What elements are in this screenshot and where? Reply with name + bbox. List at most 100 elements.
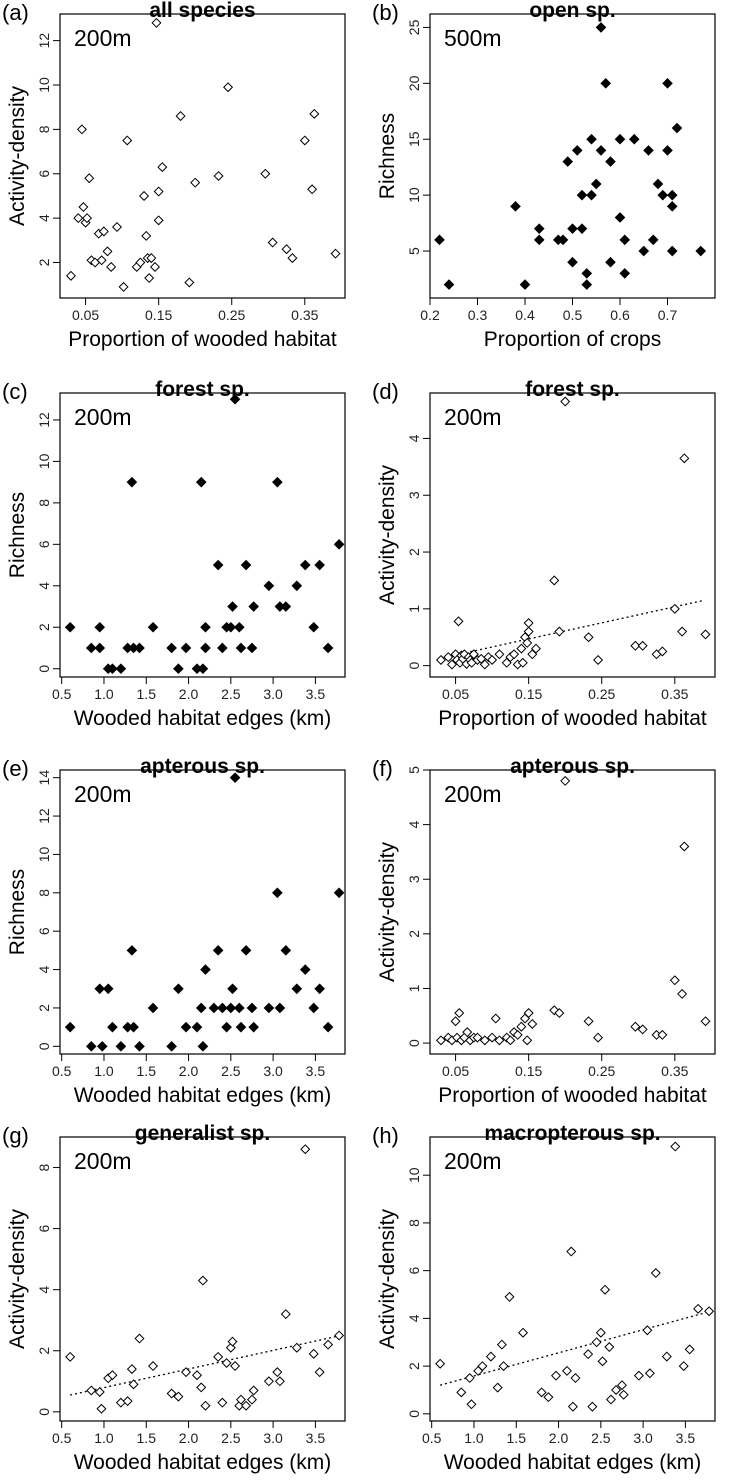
x-tick-label: 0.25 bbox=[588, 686, 615, 702]
panel-letter: (e) bbox=[2, 756, 29, 781]
trend-line bbox=[439, 1310, 711, 1386]
data-point bbox=[479, 659, 490, 670]
data-point bbox=[96, 255, 107, 266]
data-point bbox=[522, 637, 533, 648]
data-point bbox=[523, 1008, 534, 1019]
x-axis-label: Proportion of wooded habitat bbox=[438, 707, 707, 730]
y-axis-label: Richness bbox=[376, 113, 399, 199]
data-point bbox=[571, 145, 583, 156]
data-point bbox=[604, 1342, 615, 1353]
data-point bbox=[561, 1365, 573, 1376]
data-point bbox=[704, 1306, 715, 1317]
panel-letter: (c) bbox=[2, 379, 28, 404]
y-tick-label: 0 bbox=[36, 1408, 52, 1416]
data-point bbox=[560, 775, 571, 786]
data-point bbox=[487, 654, 498, 665]
data-point bbox=[314, 559, 325, 571]
data-point bbox=[586, 189, 597, 201]
y-tick-label: 6 bbox=[36, 170, 52, 178]
y-axis-label: Activity-density bbox=[376, 464, 399, 605]
data-point bbox=[227, 601, 238, 612]
x-tick-label: 2.5 bbox=[591, 1430, 611, 1446]
data-point bbox=[576, 189, 588, 201]
data-point bbox=[597, 1356, 608, 1367]
data-point bbox=[65, 270, 76, 281]
data-point bbox=[212, 945, 224, 956]
data-point bbox=[263, 580, 275, 592]
data-point bbox=[84, 173, 95, 184]
data-point bbox=[462, 1027, 473, 1038]
data-point bbox=[86, 1385, 97, 1396]
data-point bbox=[148, 1361, 159, 1372]
data-point bbox=[509, 649, 520, 660]
data-point bbox=[96, 1403, 107, 1414]
data-point bbox=[122, 1396, 133, 1407]
data-point bbox=[82, 213, 93, 224]
data-point bbox=[200, 642, 211, 654]
panel-title: apterous sp. bbox=[510, 755, 635, 778]
data-point bbox=[235, 1394, 246, 1405]
panel-title: open sp. bbox=[529, 0, 615, 22]
data-point bbox=[637, 640, 648, 651]
data-point bbox=[443, 279, 455, 290]
plot-frame bbox=[429, 769, 716, 1055]
data-point bbox=[505, 1035, 516, 1046]
data-point bbox=[217, 642, 228, 654]
data-point bbox=[225, 621, 237, 633]
data-point bbox=[562, 156, 574, 167]
panel-f: (f) apterous sp. 200m 0.05 0.15 0.25 0.35 0 1 2 3 4… bbox=[372, 755, 716, 1107]
y-tick-label: 3 bbox=[406, 875, 422, 883]
data-point bbox=[180, 642, 192, 654]
y-tick-label: 10 bbox=[406, 1167, 422, 1183]
data-point bbox=[248, 601, 259, 612]
data-point bbox=[614, 133, 626, 145]
x-tick-label: 2.0 bbox=[179, 686, 199, 702]
data-point bbox=[184, 277, 195, 288]
data-point bbox=[308, 621, 320, 633]
x-tick-label: 0.35 bbox=[661, 1063, 688, 1079]
data-point bbox=[230, 1361, 241, 1372]
plot-frame bbox=[59, 13, 346, 299]
data-point bbox=[102, 983, 114, 995]
data-point bbox=[173, 1391, 184, 1402]
x-axis-label: Wooded habitat edges (km) bbox=[444, 1451, 702, 1474]
data-point bbox=[334, 1330, 345, 1341]
data-point bbox=[554, 1008, 565, 1019]
y-tick-label: 12 bbox=[36, 412, 52, 428]
data-point bbox=[557, 234, 569, 246]
data-point bbox=[501, 657, 512, 668]
scale-label: 200m bbox=[444, 781, 502, 807]
data-point bbox=[233, 621, 245, 633]
data-point bbox=[233, 1002, 245, 1014]
data-point bbox=[600, 1284, 611, 1295]
data-point bbox=[128, 1021, 139, 1033]
y-tick-label: 4 bbox=[406, 821, 422, 829]
data-point bbox=[102, 246, 113, 257]
plot-frame bbox=[59, 1136, 346, 1422]
data-point bbox=[221, 1357, 232, 1368]
data-point bbox=[246, 1002, 258, 1014]
data-point bbox=[260, 168, 271, 179]
data-point bbox=[246, 642, 258, 654]
data-point bbox=[496, 1339, 507, 1350]
data-point bbox=[679, 453, 690, 464]
data-point bbox=[530, 643, 541, 654]
data-point bbox=[191, 1370, 203, 1381]
data-point bbox=[619, 268, 631, 279]
data-point bbox=[605, 156, 616, 167]
data-point bbox=[630, 1021, 641, 1032]
data-point bbox=[107, 1370, 118, 1381]
data-point bbox=[134, 1333, 145, 1344]
data-point bbox=[299, 964, 311, 975]
data-point bbox=[307, 184, 318, 195]
data-point bbox=[299, 559, 311, 571]
data-point bbox=[78, 202, 89, 213]
data-point bbox=[166, 1041, 177, 1052]
y-tick-label: 2 bbox=[36, 623, 52, 631]
data-point bbox=[628, 133, 640, 145]
data-point bbox=[452, 1032, 463, 1043]
data-point bbox=[235, 642, 247, 654]
data-point bbox=[593, 1032, 604, 1043]
data-point bbox=[115, 1397, 126, 1408]
